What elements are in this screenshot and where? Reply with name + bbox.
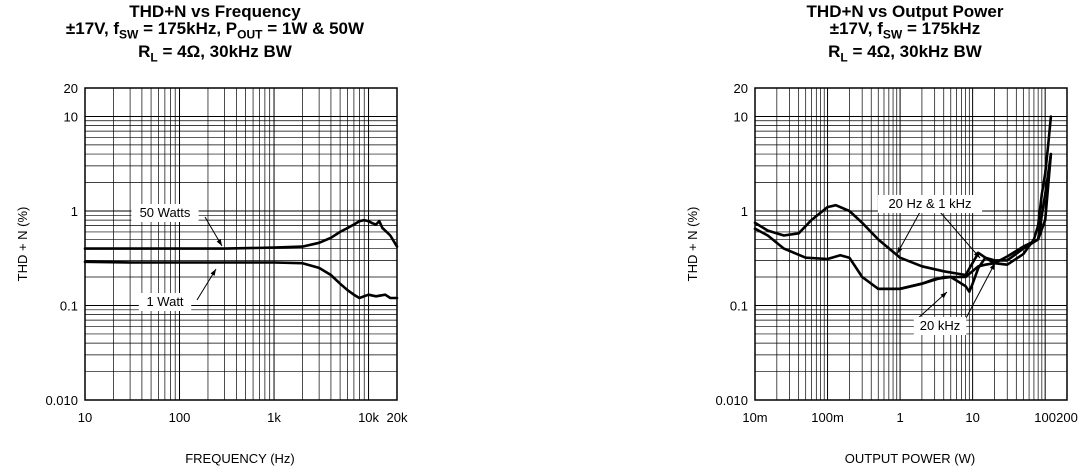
left-y-tick-label: 0.1 xyxy=(60,298,78,313)
right-annotation-arrow xyxy=(896,211,921,255)
right-x-tick-label: 200 xyxy=(1056,410,1078,425)
left-y-tick-label: 20 xyxy=(64,81,78,96)
right-y-axis-label: THD + N (%) xyxy=(685,207,700,282)
right-annotation-arrowhead xyxy=(989,263,995,270)
left-annotation-bg xyxy=(138,293,192,311)
right-x-tick-label: 10m xyxy=(742,410,767,425)
left-y-tick-label: 10 xyxy=(64,109,78,124)
right-annotation-arrow xyxy=(939,211,981,259)
right-y-tick-label: 0.010 xyxy=(715,393,748,408)
right-y-tick-label: 0.1 xyxy=(730,298,748,313)
left-title-line3: RL = 4Ω, 30kHz BW xyxy=(138,42,292,65)
left-annotation-label: 1 Watt xyxy=(146,294,183,309)
left-chart-title: THD+N vs Frequency ±17V, fSW = 175kHz, P… xyxy=(30,3,400,67)
right-y-tick-label: 1 xyxy=(741,204,748,219)
left-annotation-bg xyxy=(131,204,199,222)
left-x-tick-label: 20k xyxy=(387,410,408,425)
right-annotation-bg xyxy=(913,317,967,335)
right-annotation-arrowhead xyxy=(940,292,947,299)
left-x-axis-label: FREQUENCY (Hz) xyxy=(185,451,295,466)
left-annotation-label: 50 Watts xyxy=(140,205,191,220)
left-y-tick-label: 0.010 xyxy=(45,393,78,408)
left-y-axis-label: THD + N (%) xyxy=(15,207,30,282)
right-annotation-arrow xyxy=(915,291,948,321)
right-annotation-arrowhead xyxy=(973,251,980,258)
right-title-line2: ±17V, fSW = 175kHz xyxy=(829,19,981,42)
right-annotation-arrow xyxy=(964,262,996,321)
right-y-tick-label: 10 xyxy=(734,109,748,124)
left-x-tick-label: 1k xyxy=(267,410,281,425)
right-x-tick-label: 10 xyxy=(965,410,979,425)
left-title-line2: ±17V, fSW = 175kHz, POUT = 1W & 50W xyxy=(65,19,365,42)
right-series-line-1 xyxy=(753,115,1053,277)
left-plot-frame xyxy=(84,87,398,401)
right-chart: 10m 100m 1 10 100 200 20 10 1 0.1 0.010 OUTPUT POWE… xyxy=(685,81,1078,466)
left-title-line1: THD+N vs Frequency xyxy=(129,2,301,21)
left-annotation-arrowhead xyxy=(216,239,222,246)
left-series-line-1 xyxy=(83,218,399,250)
left-x-tick-label: 10k xyxy=(358,410,379,425)
left-x-tick-label: 100 xyxy=(169,410,191,425)
right-x-tick-label: 100 xyxy=(1034,410,1056,425)
right-x-axis-label: OUTPUT POWER (W) xyxy=(845,451,975,466)
right-x-tick-label: 100m xyxy=(811,410,844,425)
right-annotation-label: 20 Hz & 1 kHz xyxy=(888,196,971,211)
right-x-tick-label: 1 xyxy=(896,410,903,425)
left-annotation-arrowhead xyxy=(210,269,216,276)
left-chart: 10 100 1k 10k 20k 20 10 1 0.1 0.010 FREQUENCY (Hz)… xyxy=(15,81,408,466)
right-annotation-label: 20 kHz xyxy=(920,318,960,333)
right-annotation-arrowhead xyxy=(897,247,903,254)
left-y-tick-label: 1 xyxy=(71,204,78,219)
right-title-line3: RL = 4Ω, 30kHz BW xyxy=(828,42,982,65)
right-plot-frame xyxy=(754,87,1068,401)
right-chart-title: THD+N vs Output Power ±17V, fSW = 175kHz… xyxy=(720,3,1089,67)
right-y-tick-label: 20 xyxy=(734,81,748,96)
right-series-line-2 xyxy=(753,152,1053,291)
right-annotation-bg xyxy=(877,195,983,213)
left-x-tick-label: 10 xyxy=(78,410,92,425)
left-series-line-2 xyxy=(83,260,399,300)
right-title-line1: THD+N vs Output Power xyxy=(806,2,1004,21)
right-series-line-3 xyxy=(876,152,1053,293)
